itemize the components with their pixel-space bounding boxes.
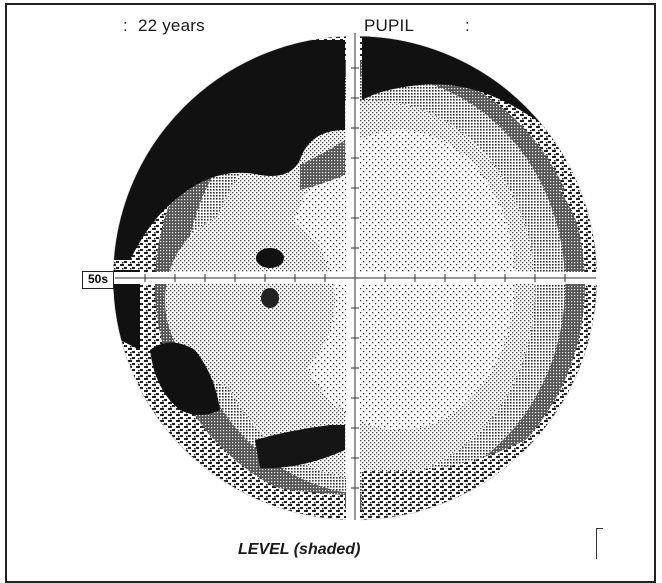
header-colon-left: : xyxy=(123,16,128,35)
axis-ticks xyxy=(144,67,566,489)
scale-label: 50s xyxy=(82,271,114,289)
page-corner-bracket xyxy=(596,528,603,559)
header-colon-right: : xyxy=(465,16,470,35)
patient-age: 22 years xyxy=(138,16,205,35)
map-title: LEVEL (shaded) xyxy=(238,541,361,558)
visual-field-greyscale-map xyxy=(112,33,598,521)
pupil-label: PUPIL xyxy=(364,16,415,35)
